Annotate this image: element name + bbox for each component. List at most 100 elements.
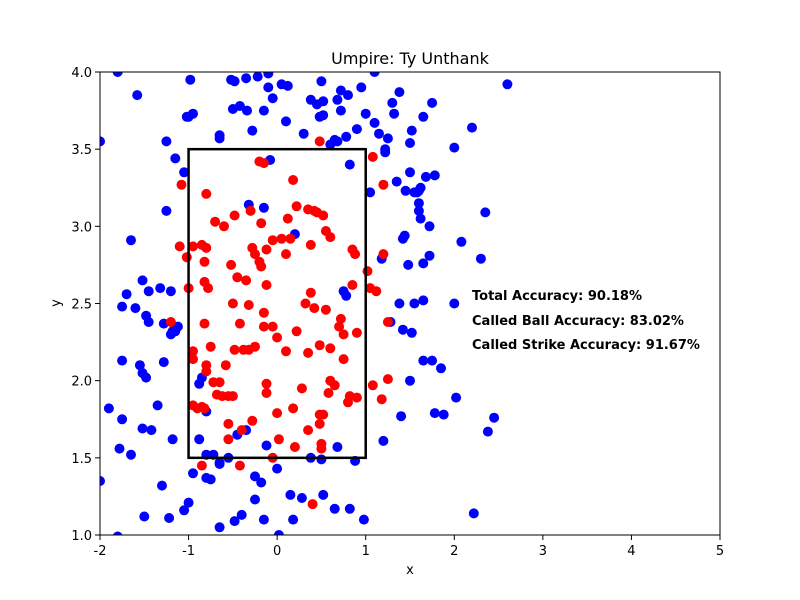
scatter-point — [397, 324, 408, 335]
scatter-point — [281, 346, 291, 357]
scatter-point — [121, 289, 132, 300]
y-tick-label: 2.0 — [71, 375, 92, 390]
scatter-point — [201, 188, 212, 199]
scatter-point — [258, 514, 269, 525]
scatter-point — [256, 477, 267, 488]
scatter-point — [347, 280, 358, 290]
scatter-point — [406, 327, 417, 338]
scatter-point — [205, 341, 216, 352]
scatter-point — [376, 394, 387, 405]
scatter-point — [100, 136, 105, 147]
scatter-point — [329, 380, 340, 391]
scatter-point — [394, 87, 405, 98]
scatter-point — [227, 298, 238, 309]
scatter-point — [316, 76, 327, 87]
scatter-point — [141, 372, 152, 383]
scatter-point — [482, 426, 493, 437]
scatter-point — [165, 329, 176, 340]
scatter-point — [332, 442, 343, 452]
scatter-point — [272, 463, 283, 474]
scatter-point — [223, 434, 234, 445]
scatter-point — [291, 201, 302, 212]
scatter-point — [103, 403, 114, 414]
scatter-point — [199, 403, 210, 414]
scatter-point — [344, 159, 355, 170]
scatter-point — [245, 205, 256, 216]
scatter-point — [362, 266, 373, 277]
scatter-point — [367, 380, 378, 391]
x-tick-label: 4 — [627, 544, 635, 559]
scatter-point — [185, 74, 196, 85]
scatter-point — [405, 167, 415, 178]
chart-title: Umpire: Ty Unthank — [331, 49, 489, 68]
scatter-point — [314, 418, 325, 429]
scatter-point — [132, 90, 143, 101]
scatter-point — [314, 136, 325, 147]
y-tick-label: 2.5 — [71, 298, 92, 313]
scatter-point — [165, 286, 176, 297]
scatter-point — [413, 205, 424, 216]
scatter-point — [205, 474, 216, 485]
scatter-point — [489, 412, 500, 423]
scatter-point — [309, 303, 320, 314]
y-tick-label: 3.5 — [71, 143, 92, 158]
scatter-point — [199, 256, 210, 267]
scatter-point — [188, 241, 198, 252]
scatter-point — [243, 300, 254, 310]
x-tick-label: 3 — [539, 544, 547, 559]
scatter-point — [335, 313, 346, 324]
scatter-point — [226, 259, 237, 270]
scatter-point — [261, 280, 272, 290]
scatter-point — [137, 275, 148, 286]
scatter-point — [335, 85, 346, 96]
scatter-point — [214, 130, 225, 141]
scatter-point — [399, 230, 410, 241]
scatter-point — [391, 176, 402, 187]
scatter-point — [400, 185, 411, 196]
scatter-point — [288, 514, 299, 525]
scatter-point — [502, 79, 513, 90]
scatter-point — [405, 375, 415, 386]
scatter-point — [126, 449, 136, 460]
scatter-point — [247, 415, 258, 426]
scatter-point — [420, 171, 431, 182]
total-accuracy-annotation: Total Accuracy: 90.18% — [472, 289, 642, 304]
scatter-point — [338, 354, 349, 365]
scatter-point — [220, 360, 231, 371]
scatter-point — [351, 327, 362, 338]
scatter-point — [396, 411, 407, 422]
scatter-point — [318, 210, 329, 221]
scatter-point — [341, 290, 352, 301]
scatter-point — [369, 117, 380, 128]
scatter-point — [199, 318, 210, 329]
scatter-point — [281, 116, 291, 127]
scatter-point — [332, 136, 343, 147]
scatter-point — [367, 151, 378, 162]
x-tick-label: -2 — [94, 544, 107, 559]
scatter-point — [137, 423, 148, 434]
x-tick-label: 2 — [450, 544, 458, 559]
scatter-point — [112, 72, 123, 77]
scatter-point — [406, 125, 417, 136]
scatter-point — [236, 425, 247, 436]
scatter-point — [291, 326, 302, 337]
scatter-point — [258, 158, 269, 169]
y-tick-label: 1.0 — [71, 529, 92, 544]
scatter-point — [261, 388, 272, 398]
scatter-point — [161, 205, 172, 216]
scatter-point — [247, 125, 258, 136]
scatter-point — [152, 400, 163, 411]
scatter-point — [155, 283, 166, 294]
scatter-point — [382, 374, 393, 385]
scatter-point — [314, 340, 325, 351]
scatter-point — [263, 72, 274, 79]
scatter-point — [427, 97, 438, 108]
x-axis-ticks: -2 -1 0 1 2 3 4 5 — [94, 535, 724, 559]
scatter-point — [307, 499, 318, 510]
scatter-point — [241, 73, 252, 84]
x-tick-label: 5 — [716, 544, 724, 559]
scatter-point — [252, 72, 263, 82]
y-tick-label: 1.5 — [71, 452, 92, 467]
scatter-point — [143, 317, 154, 327]
